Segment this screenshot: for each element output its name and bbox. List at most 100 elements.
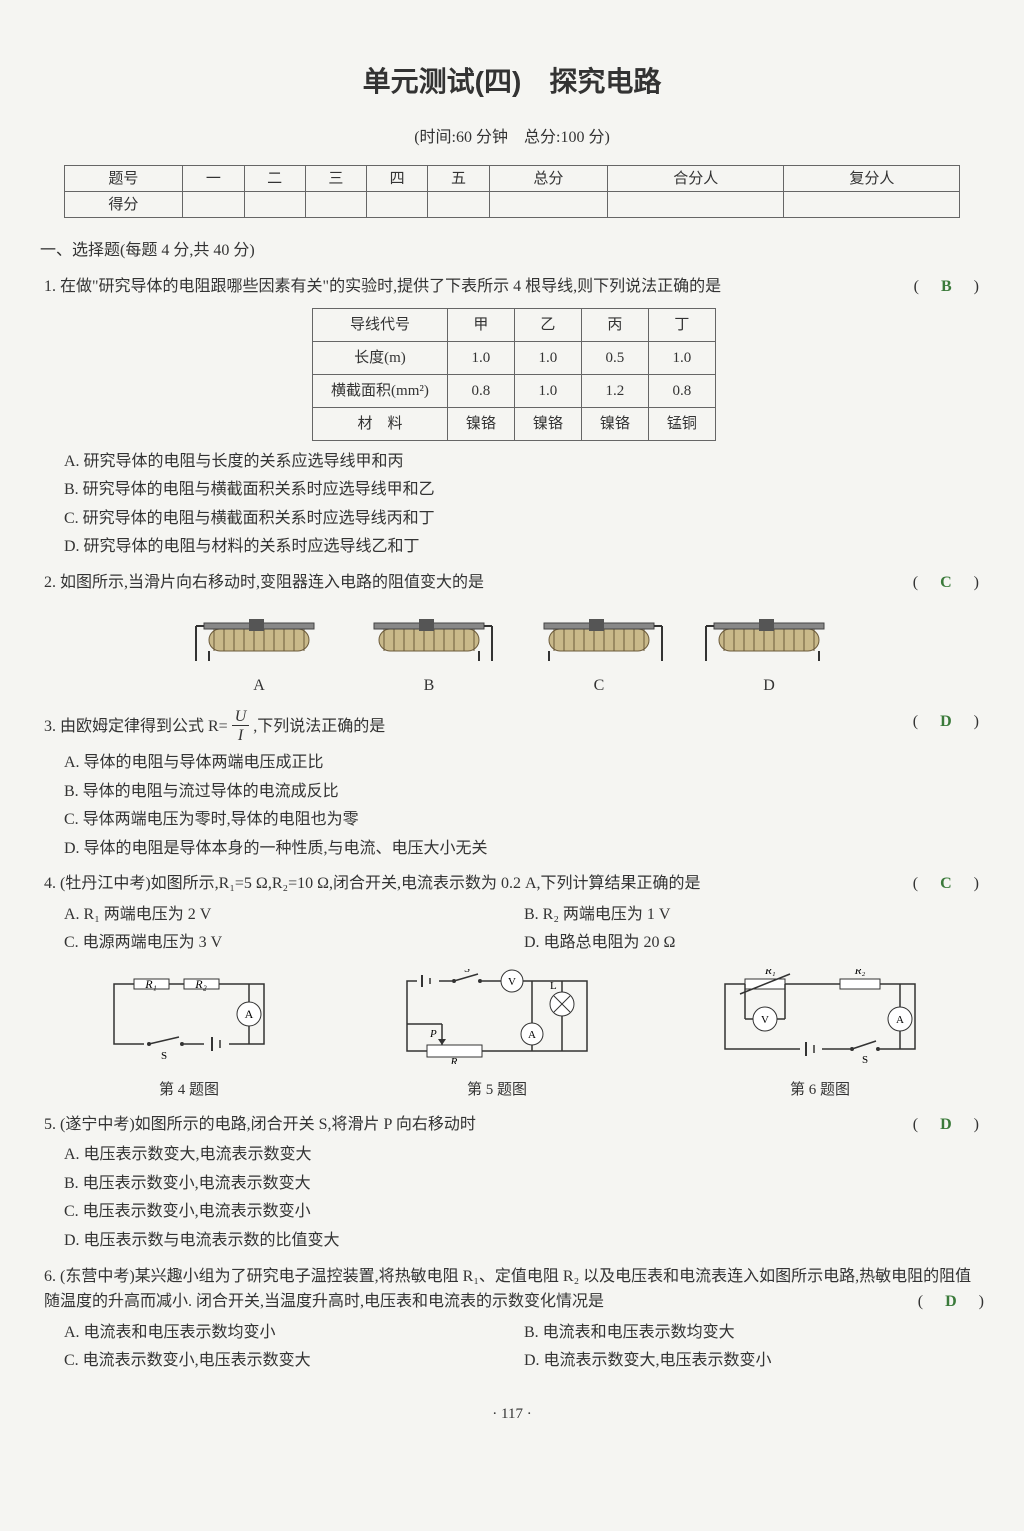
score-header: 二 [244,166,305,192]
score-header: 合分人 [608,166,784,192]
q6-options: A. 电流表和电压表示数均变小 B. 电流表和电压表示数均变大 C. 电流表示数… [64,1320,984,1377]
table-cell: 丁 [648,308,715,341]
table-cell: 甲 [447,308,514,341]
q4-answer: ( C ) [913,871,979,897]
svg-text:A: A [245,1007,254,1021]
table-cell: 0.8 [648,374,715,407]
question-2: 2. 如图所示,当滑片向右移动时,变阻器连入电路的阻值变大的是 ( C ) A [40,570,984,699]
q4-stem: 4. (牡丹江中考)如图所示,R₁=5 Ω,R₂=10 Ω,闭合开关,电流表示数… [44,871,984,897]
score-value-row: 得分 [64,192,960,218]
option: D. 电路总电阻为 20 Ω [524,930,984,956]
svg-text:A: A [896,1014,904,1026]
q4-options: A. R₁ 两端电压为 2 V B. R₂ 两端电压为 1 V C. 电源两端电… [64,902,984,959]
figure-caption: 第 4 题图 [94,1078,284,1102]
option: A. 导体的电阻与导体两端电压成正比 [64,750,984,776]
svg-text:S: S [862,1054,868,1064]
rheostat-label: C [534,673,664,699]
q1-text: 在做"研究导体的电阻跟哪些因素有关"的实验时,提供了下表所示 4 根导线,则下列… [60,278,721,295]
option: A. 电流表和电压表示数均变小 [64,1320,524,1346]
option: D. 导体的电阻是导体本身的一种性质,与电流、电压大小无关 [64,836,984,862]
q4-number: 4. [44,875,56,892]
option: C. 电源两端电压为 3 V [64,930,524,956]
option: D. 电流表示数变大,电压表示数变小 [524,1348,984,1374]
rheostat-a: A [194,611,324,699]
table-cell: 1.0 [514,374,581,407]
table-cell: 长度(m) [313,341,448,374]
figure-caption: 第 6 题图 [710,1078,930,1102]
score-header-row: 题号 一 二 三 四 五 总分 合分人 复分人 [64,166,960,192]
q2-text: 如图所示,当滑片向右移动时,变阻器连入电路的阻值变大的是 [60,574,484,591]
q6-text: (东营中考)某兴趣小组为了研究电子温控装置,将热敏电阻 R₁、定值电阻 R₂ 以… [44,1268,971,1311]
question-3: 3. 由欧姆定律得到公式 R= U I ,下列说法正确的是 ( D ) A. 导… [40,709,984,862]
option: B. 研究导体的电阻与横截面积关系时应选导线甲和乙 [64,477,984,503]
q3-text-after: ,下列说法正确的是 [253,718,385,735]
svg-text:R₁: R₁ [144,977,157,991]
figure-5: S V L A P R 第 5 题图 [392,969,602,1102]
option: B. 导体的电阻与流过导体的电流成反比 [64,779,984,805]
table-cell: 锰铜 [648,407,715,440]
q5-options: A. 电压表示数变大,电流表示数变大 B. 电压表示数变小,电流表示数变大 C.… [64,1142,984,1253]
option: B. R₂ 两端电压为 1 V [524,902,984,928]
q6-answer: ( D ) [918,1289,984,1315]
score-header: 题号 [64,166,183,192]
score-header: 三 [305,166,366,192]
q5-stem: 5. (遂宁中考)如图所示的电路,闭合开关 S,将滑片 P 向右移动时 [44,1112,984,1138]
q3-text-before: 由欧姆定律得到公式 R= [60,718,228,735]
option: C. 研究导体的电阻与横截面积关系时应选导线丙和丁 [64,506,984,532]
circuit-diagram-icon: R₁ R₂ A S [94,969,284,1064]
table-cell: 丙 [581,308,648,341]
svg-text:P: P [429,1028,437,1040]
svg-text:S: S [161,1050,167,1062]
q3-stem: 3. 由欧姆定律得到公式 R= U I ,下列说法正确的是 [44,709,984,745]
table-cell: 材 料 [313,407,448,440]
score-header: 复分人 [784,166,960,192]
option: B. 电压表示数变小,电流表示数变大 [64,1171,984,1197]
score-cell [428,192,489,218]
question-4: 4. (牡丹江中考)如图所示,R₁=5 Ω,R₂=10 Ω,闭合开关,电流表示数… [40,871,984,959]
table-cell: 导线代号 [313,308,448,341]
figure-row: R₁ R₂ A S 第 4 题图 S [40,969,984,1102]
q4-text: (牡丹江中考)如图所示,R₁=5 Ω,R₂=10 Ω,闭合开关,电流表示数为 0… [60,875,701,892]
option: C. 导体两端电压为零时,导体的电阻也为零 [64,807,984,833]
question-5: 5. (遂宁中考)如图所示的电路,闭合开关 S,将滑片 P 向右移动时 ( D … [40,1112,984,1254]
q6-number: 6. [44,1268,56,1285]
page-number: · 117 · [40,1402,984,1426]
rheostat-row: A B C [44,611,984,699]
figure-caption: 第 5 题图 [392,1078,602,1102]
score-header: 一 [183,166,244,192]
rheostat-label: B [364,673,494,699]
svg-text:R₂: R₂ [194,977,207,991]
rheostat-c: C [534,611,664,699]
rheostat-label: D [704,673,834,699]
q2-stem: 2. 如图所示,当滑片向右移动时,变阻器连入电路的阻值变大的是 [44,570,984,596]
table-cell: 1.0 [447,341,514,374]
svg-text:V: V [761,1014,769,1026]
score-cell [608,192,784,218]
option: B. 电流表和电压表示数均变大 [524,1320,984,1346]
table-cell: 镍铬 [581,407,648,440]
table-cell: 1.0 [648,341,715,374]
table-cell: 乙 [514,308,581,341]
table-cell: 镍铬 [514,407,581,440]
rheostat-icon [364,611,494,661]
q5-answer: ( D ) [913,1112,979,1138]
q2-answer: ( C ) [913,570,979,596]
q3-answer: ( D ) [913,709,979,735]
option: D. 电压表示数与电流表示数的比值变大 [64,1228,984,1254]
question-6: 6. (东营中考)某兴趣小组为了研究电子温控装置,将热敏电阻 R₁、定值电阻 R… [40,1264,984,1377]
circuit-diagram-icon: S V L A P R [392,969,602,1064]
q2-number: 2. [44,574,56,591]
q1-stem: 1. 在做"研究导体的电阻跟哪些因素有关"的实验时,提供了下表所示 4 根导线,… [44,274,984,300]
rheostat-icon [194,611,324,661]
option: A. R₁ 两端电压为 2 V [64,902,524,928]
table-cell: 1.2 [581,374,648,407]
table-cell: 横截面积(mm²) [313,374,448,407]
q5-text: (遂宁中考)如图所示的电路,闭合开关 S,将滑片 P 向右移动时 [60,1116,476,1133]
rheostat-b: B [364,611,494,699]
score-cell [244,192,305,218]
fraction-icon: U I [232,709,250,745]
figure-4: R₁ R₂ A S 第 4 题图 [94,969,284,1102]
table-cell: 0.5 [581,341,648,374]
option: A. 研究导体的电阻与长度的关系应选导线甲和丙 [64,449,984,475]
q1-options: A. 研究导体的电阻与长度的关系应选导线甲和丙 B. 研究导体的电阻与横截面积关… [64,449,984,560]
